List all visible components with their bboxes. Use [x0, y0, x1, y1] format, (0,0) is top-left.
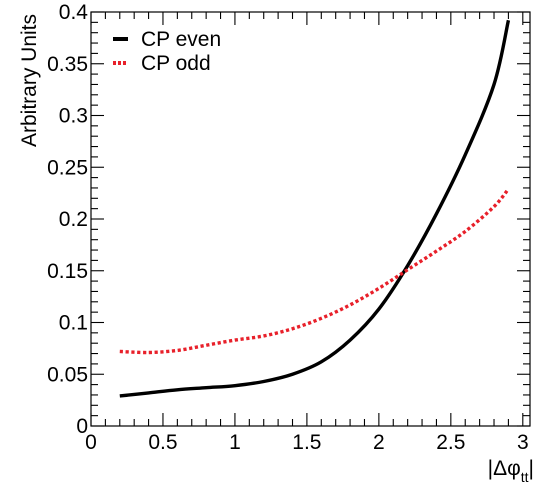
legend-label: CP even [141, 28, 221, 51]
series-line-cp-even [119, 19, 511, 398]
y-tick-label: 0.05 [47, 363, 88, 386]
x-axis-title: |Δφtt| [488, 457, 534, 485]
y-tick-label: 0.1 [59, 312, 88, 335]
y-tick-label: 0.2 [59, 208, 88, 231]
y-tick-label: 0.4 [59, 1, 89, 24]
y-tick-label: 0.35 [47, 53, 88, 76]
y-axis-title: Arbitrary Units [18, 14, 41, 147]
y-tick-label: 0.3 [59, 105, 88, 128]
y-tick-label: 0.15 [47, 260, 88, 283]
legend-label: CP odd [141, 52, 211, 75]
x-tick-label: 1 [229, 431, 241, 454]
y-tick-label: 0 [76, 415, 88, 438]
x-tick-label: 0.5 [148, 431, 177, 454]
x-tick-label: 2 [373, 431, 385, 454]
x-tick-label: 2.5 [436, 431, 465, 454]
y-tick-label: 0.25 [47, 156, 88, 179]
x-tick-label: 3 [517, 431, 529, 454]
x-tick-label: 1.5 [292, 431, 321, 454]
series-line-cp-odd [119, 187, 510, 355]
x-tick-label: 0 [85, 431, 97, 454]
